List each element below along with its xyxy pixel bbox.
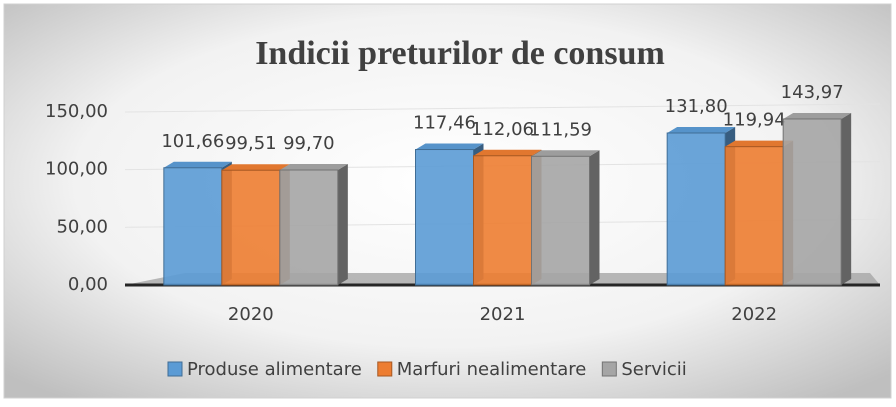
bar-top bbox=[163, 161, 232, 168]
y-tick-label: 100,00 bbox=[45, 159, 108, 180]
data-label: 119,94 bbox=[723, 110, 786, 131]
bar bbox=[279, 169, 339, 286]
data-label: 131,80 bbox=[665, 96, 728, 117]
bar bbox=[221, 169, 281, 286]
data-label: 99,70 bbox=[283, 133, 335, 154]
bar bbox=[473, 155, 532, 286]
x-tick-label: 2020 bbox=[228, 304, 274, 325]
x-tick-label: 2022 bbox=[731, 304, 777, 325]
bar-top bbox=[783, 112, 852, 119]
bar-top bbox=[415, 143, 484, 150]
bar bbox=[782, 118, 842, 286]
x-tick-label: 2021 bbox=[480, 304, 526, 325]
bar bbox=[415, 149, 474, 286]
data-label: 112,06 bbox=[471, 119, 534, 140]
y-tick-label: 150,00 bbox=[45, 101, 108, 122]
legend-label: Servicii bbox=[621, 359, 686, 380]
bar bbox=[666, 132, 726, 286]
bar-top bbox=[667, 126, 736, 133]
bar-side bbox=[337, 164, 348, 285]
bar-side bbox=[841, 112, 852, 286]
y-tick-label: 50,00 bbox=[56, 216, 108, 237]
chart-title: Indicii preturilor de consum bbox=[255, 35, 665, 72]
bar-top bbox=[725, 140, 794, 147]
bar-top bbox=[531, 150, 600, 157]
bar-side bbox=[589, 150, 600, 285]
bar-top bbox=[473, 149, 542, 156]
bar-top bbox=[221, 164, 290, 171]
legend-swatch bbox=[167, 361, 183, 377]
data-label: 99,51 bbox=[225, 133, 277, 154]
bar bbox=[163, 167, 223, 286]
data-label: 143,97 bbox=[781, 82, 844, 103]
legend-label: Produse alimentare bbox=[187, 359, 362, 380]
legend-swatch bbox=[377, 361, 393, 377]
y-tick-label: 0,00 bbox=[68, 274, 108, 295]
bar-top bbox=[279, 164, 348, 171]
bar bbox=[531, 155, 590, 286]
legend-swatch bbox=[601, 361, 617, 377]
grid-line bbox=[124, 103, 881, 113]
data-label: 117,46 bbox=[413, 113, 476, 134]
bar bbox=[724, 146, 784, 286]
data-label: 101,66 bbox=[161, 131, 224, 152]
legend-label: Marfuri nealimentare bbox=[397, 359, 587, 380]
data-label: 111,59 bbox=[529, 119, 592, 140]
